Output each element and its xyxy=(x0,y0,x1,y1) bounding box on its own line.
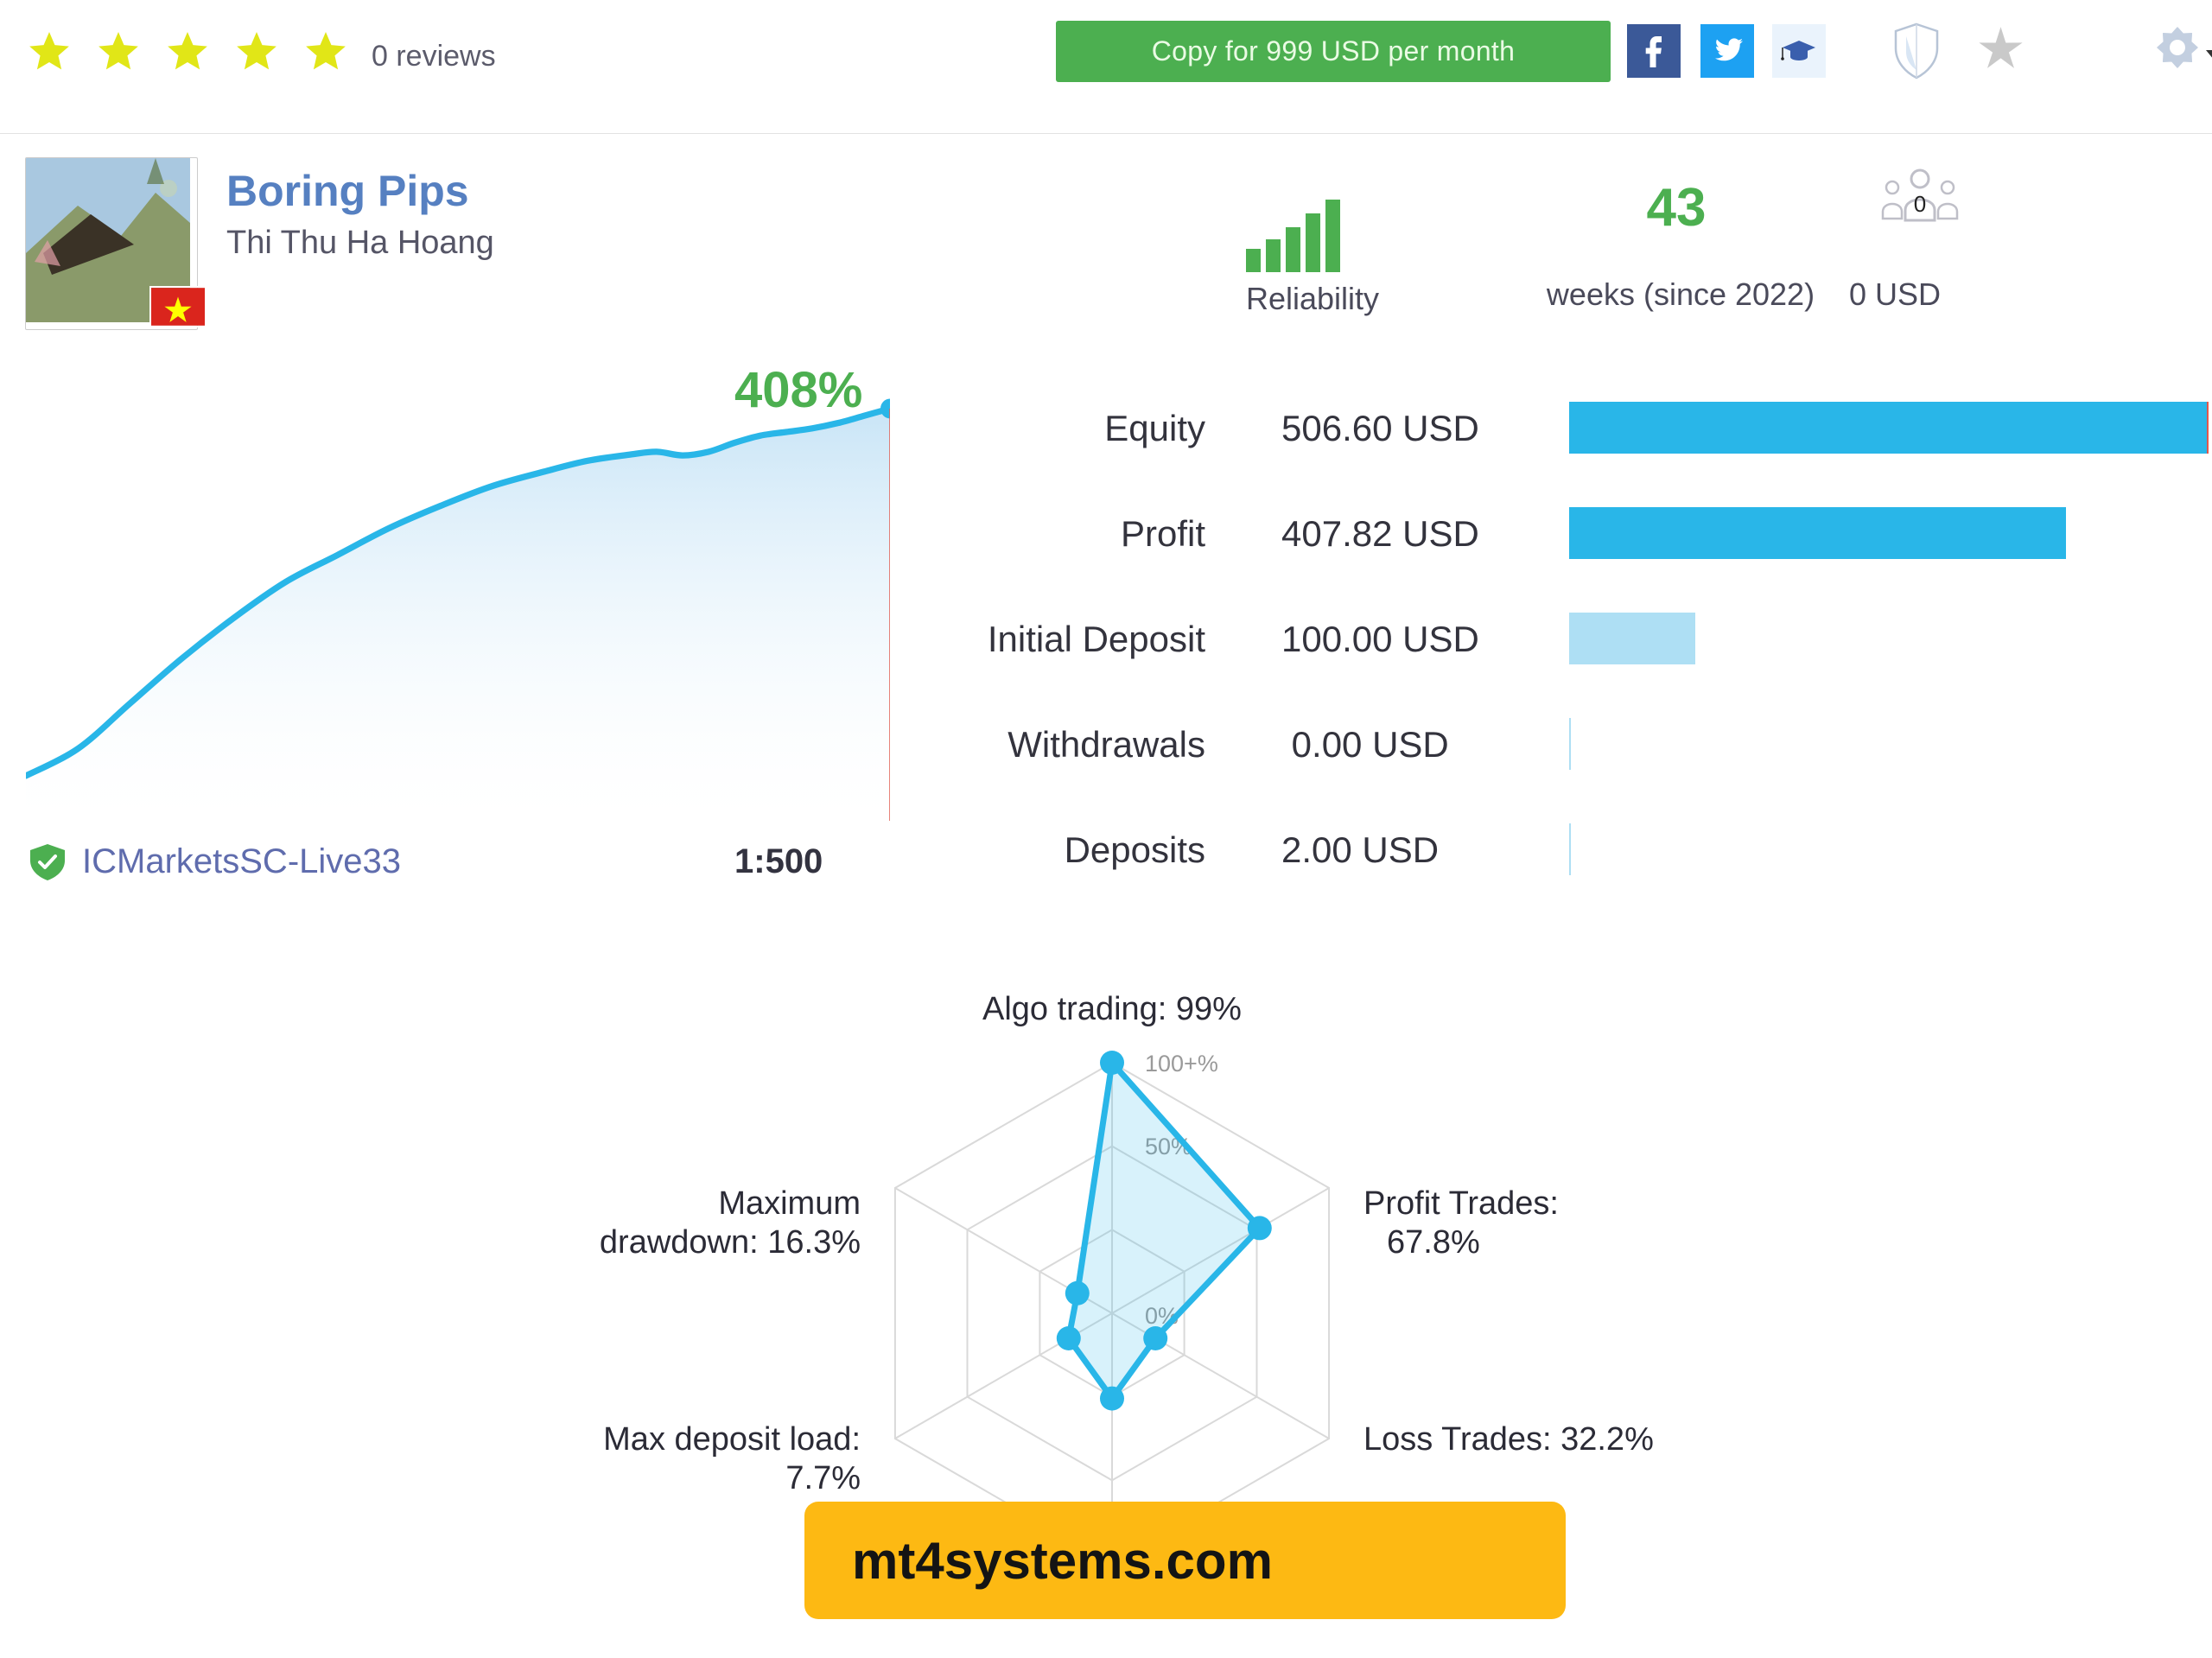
svg-text:Max deposit load:: Max deposit load: xyxy=(603,1421,861,1458)
svg-text:7.7%: 7.7% xyxy=(785,1460,861,1496)
svg-text:Maximum: Maximum xyxy=(718,1185,861,1222)
svg-text:Profit Trades:: Profit Trades: xyxy=(1363,1185,1559,1222)
svg-text:Algo trading: 99%: Algo trading: 99% xyxy=(982,991,1242,1027)
svg-text:67.8%: 67.8% xyxy=(1387,1224,1480,1261)
svg-text:100+%: 100+% xyxy=(1145,1051,1218,1077)
svg-text:Loss Trades: 32.2%: Loss Trades: 32.2% xyxy=(1363,1421,1654,1458)
svg-text:drawdown: 16.3%: drawdown: 16.3% xyxy=(600,1224,861,1261)
svg-text:0: 0 xyxy=(1914,191,1926,217)
